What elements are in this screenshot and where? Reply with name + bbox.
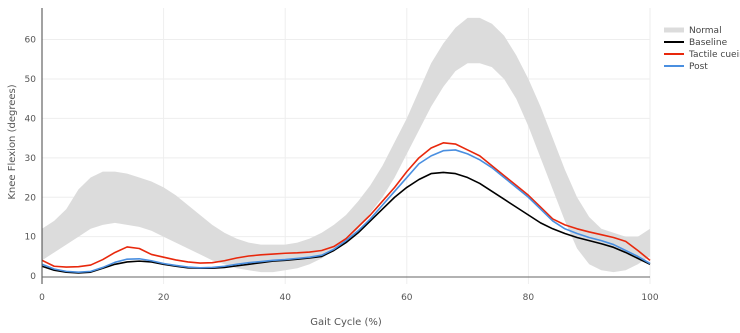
- y-tick-label: 30: [25, 154, 37, 164]
- x-tick-label: 20: [158, 293, 170, 303]
- series-layer: [41, 142, 651, 274]
- axes: [41, 8, 650, 284]
- y-axis-title: Knee Flexion (degrees): [7, 84, 18, 199]
- tick-labels: 0 10 20 30 40 50 60 0 20 40 60 80 100: [25, 36, 659, 303]
- legend-label: Post: [689, 62, 708, 72]
- y-tick-label: 0: [30, 272, 36, 282]
- legend-label: Baseline: [689, 38, 728, 48]
- legend-item[interactable]: Post: [664, 62, 708, 72]
- legend-item[interactable]: Normal: [664, 26, 722, 36]
- normal-band-layer: [42, 17, 650, 273]
- x-axis-title: Gait Cycle (%): [310, 317, 382, 328]
- y-tick-label: 40: [25, 114, 37, 124]
- x-tick-label: 40: [279, 293, 291, 303]
- legend-label: Tactile cueing: [688, 50, 740, 60]
- x-tick-label: 0: [39, 293, 45, 303]
- normal-band: [42, 17, 650, 273]
- x-tick-label: 80: [523, 293, 535, 303]
- x-tick-label: 60: [401, 293, 413, 303]
- x-tick-label: 100: [641, 293, 658, 303]
- series-line-baseline: [41, 171, 651, 274]
- y-tick-label: 10: [25, 233, 37, 243]
- y-tick-label: 20: [25, 193, 37, 203]
- y-tick-label: 60: [25, 36, 37, 46]
- legend-label: Normal: [689, 26, 722, 36]
- legend: Normal Baseline Tactile cueing Post: [664, 26, 740, 72]
- series-line-post: [41, 149, 651, 273]
- series-line-tactile-cueing: [41, 142, 651, 268]
- y-tick-label: 50: [25, 75, 37, 85]
- legend-item[interactable]: Tactile cueing: [664, 50, 740, 60]
- legend-item[interactable]: Baseline: [664, 38, 728, 48]
